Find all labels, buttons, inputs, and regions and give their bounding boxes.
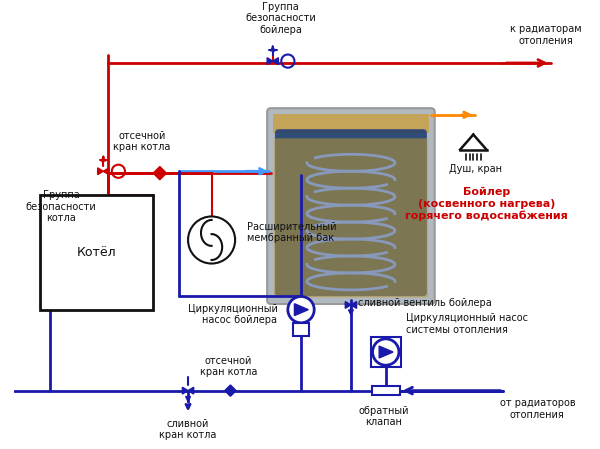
Bar: [40, 195, 153, 310]
Polygon shape: [345, 302, 351, 308]
Text: Бойлер
(косвенного нагрева)
горячего водоснабжения: Бойлер (косвенного нагрева) горячего вод…: [405, 187, 568, 221]
Circle shape: [188, 216, 235, 264]
Polygon shape: [351, 302, 356, 308]
Text: от радиаторов
отопления: от радиаторов отопления: [500, 398, 575, 420]
FancyBboxPatch shape: [275, 130, 426, 295]
FancyBboxPatch shape: [267, 108, 435, 304]
Polygon shape: [153, 167, 166, 180]
Bar: [371, 337, 401, 367]
Text: Расширительный
мембранный бак: Расширительный мембранный бак: [247, 222, 337, 243]
Text: к радиаторам
отопления: к радиаторам отопления: [510, 24, 581, 46]
Text: сливной вентиль бойлера: сливной вентиль бойлера: [358, 298, 492, 308]
Polygon shape: [295, 304, 308, 316]
FancyBboxPatch shape: [274, 138, 428, 297]
Polygon shape: [379, 346, 393, 358]
Polygon shape: [182, 387, 188, 394]
Polygon shape: [103, 168, 109, 175]
Polygon shape: [188, 387, 194, 394]
Text: Циркуляционный насос
системы отопления: Циркуляционный насос системы отопления: [406, 313, 529, 335]
Polygon shape: [225, 385, 236, 396]
Bar: [371, 386, 400, 395]
Circle shape: [288, 296, 314, 323]
Polygon shape: [267, 58, 273, 65]
Polygon shape: [98, 168, 103, 175]
Text: сливной
кран котла: сливной кран котла: [160, 419, 217, 440]
Text: Душ, кран: Душ, кран: [449, 164, 502, 174]
Text: отсечной
кран котла: отсечной кран котла: [200, 356, 257, 378]
Text: Группа
безопасности
котла: Группа безопасности котла: [26, 190, 97, 223]
Text: обратный
клапан: обратный клапан: [359, 406, 409, 427]
Text: Группа
безопасности
бойлера: Группа безопасности бойлера: [245, 1, 316, 35]
Polygon shape: [273, 58, 278, 65]
Bar: [293, 323, 308, 336]
Circle shape: [373, 339, 399, 365]
Text: Котёл: Котёл: [77, 246, 116, 259]
Text: Циркуляционный
насос бойлера: Циркуляционный насос бойлера: [188, 304, 277, 325]
Bar: [273, 114, 429, 132]
Text: отсечной
кран котла: отсечной кран котла: [113, 131, 170, 152]
